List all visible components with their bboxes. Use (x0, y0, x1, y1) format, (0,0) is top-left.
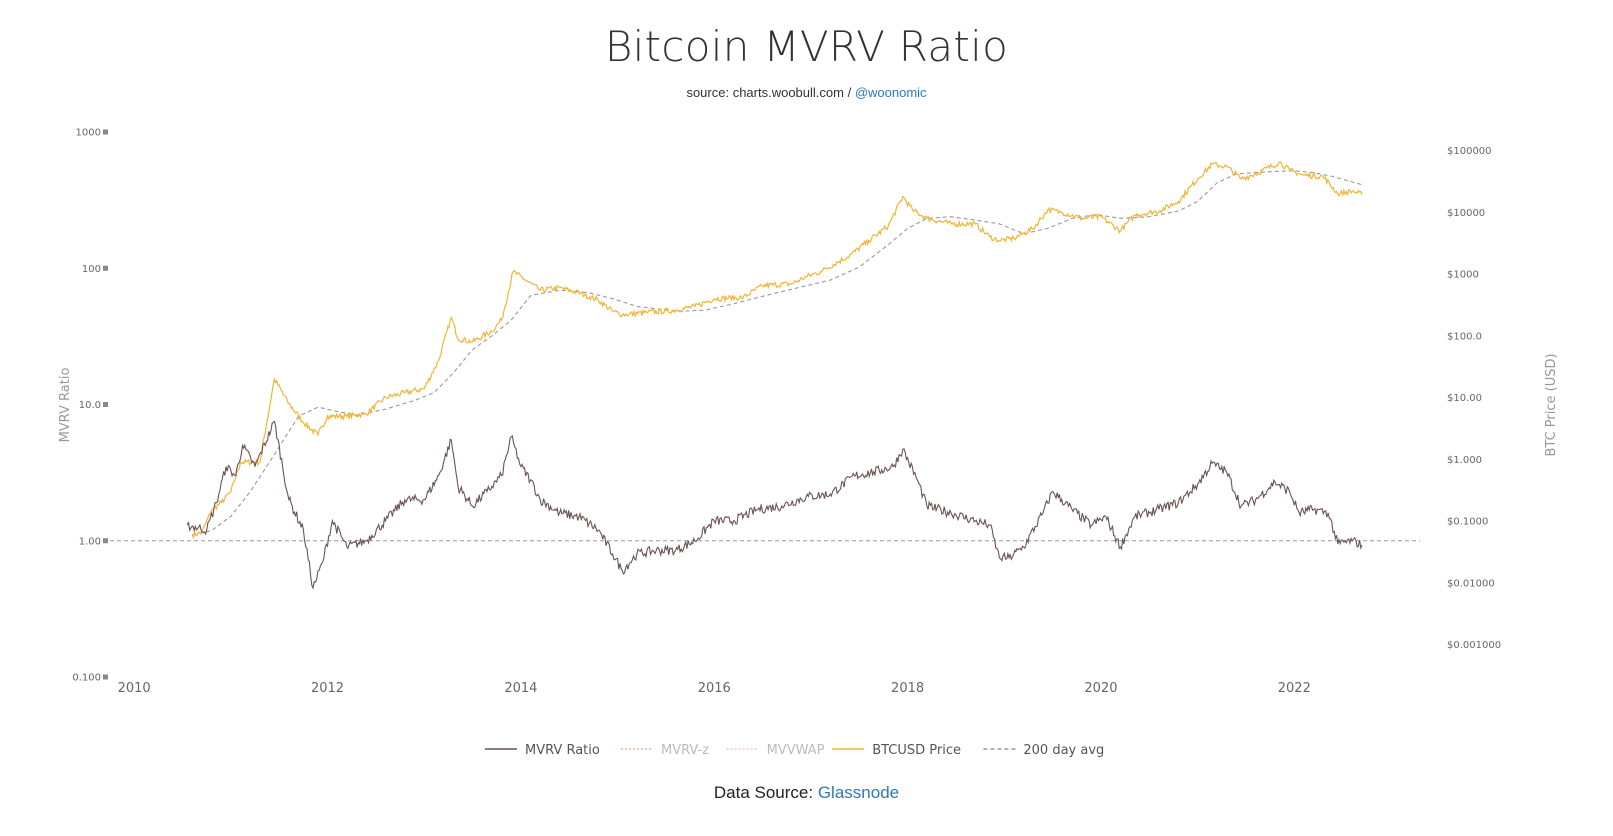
woonomic-link[interactable]: @woonomic (854, 85, 927, 100)
left-tick-label: 1.00 (79, 536, 101, 547)
legend-label: 200 day avg (1023, 743, 1104, 758)
legend-item[interactable]: MVRV-z (621, 743, 709, 758)
data-source-label: Data Source: (713, 783, 818, 802)
legend-label: BTCUSD Price (872, 743, 961, 758)
left-tick-label: 10.0 (79, 400, 101, 411)
left-tick-label: 1000 (76, 128, 101, 139)
right-tick-label: $100.0 (1447, 331, 1482, 342)
legend-label: MVRV Ratio (525, 743, 600, 758)
legend-label: MVRV-z (661, 743, 709, 758)
chart-title: Bitcoin MVRV Ratio (604, 22, 1009, 71)
x-tick-label: 2022 (1278, 681, 1311, 696)
x-axis-ticks: 2010 2012 2014 2016 2018 2020 2022 (118, 681, 1311, 696)
left-tick-mark (103, 129, 108, 135)
left-tick-mark (103, 674, 108, 680)
right-axis-title: BTC Price (USD) (1544, 353, 1559, 456)
left-tick-mark (103, 538, 108, 544)
right-tick-label: $10000 (1447, 208, 1485, 219)
legend-label: MVVWAP (767, 743, 825, 758)
legend-item[interactable]: 200 day avg (983, 743, 1104, 758)
x-tick-label: 2018 (891, 681, 924, 696)
chart-subtitle: source: charts.woobull.com / @woonomic (0, 85, 1613, 100)
x-tick-label: 2010 (118, 681, 151, 696)
right-tick-label: $0.01000 (1447, 578, 1495, 589)
left-tick-label: 100 (82, 264, 101, 275)
x-tick-label: 2014 (504, 681, 537, 696)
series-200-day-avg (192, 170, 1363, 536)
x-tick-label: 2020 (1084, 681, 1117, 696)
right-tick-label: $0.1000 (1447, 517, 1488, 528)
series-layer (186, 161, 1363, 590)
series-btcusd-price (191, 161, 1363, 540)
legend-item[interactable]: MVRV Ratio (485, 743, 600, 758)
legend: MVRV Ratio MVRV-z MVVWAP BTCUSD Price 200 da… (485, 743, 1104, 758)
right-tick-label: $0.001000 (1447, 640, 1501, 651)
source-text: source: charts.woobull.com / (686, 85, 855, 100)
left-tick-mark (103, 402, 108, 407)
legend-item[interactable]: MVVWAP (726, 743, 825, 758)
right-tick-label: $10.00 (1447, 393, 1482, 404)
legend-item[interactable]: BTCUSD Price (832, 743, 961, 758)
left-tick-label: 0.100 (72, 673, 101, 684)
glassnode-link[interactable]: Glassnode (817, 783, 900, 802)
left-axis-ticks: 0.100 1.00 10.0 100 1000 (72, 128, 108, 684)
right-tick-label: $1000 (1447, 270, 1479, 281)
left-tick-mark (103, 265, 108, 271)
right-axis-ticks: $0.001000 $0.01000 $0.1000 $1.000 $10.00 $100… (1447, 146, 1501, 651)
x-tick-label: 2012 (311, 681, 344, 696)
series-mvrv-ratio (186, 420, 1363, 590)
right-tick-label: $1.000 (1447, 455, 1482, 466)
x-tick-label: 2016 (698, 681, 731, 696)
data-source-footer: Data Source: Glassnode (0, 783, 1613, 803)
left-axis-title: MVRV Ratio (58, 368, 73, 443)
right-tick-label: $100000 (1447, 146, 1492, 157)
